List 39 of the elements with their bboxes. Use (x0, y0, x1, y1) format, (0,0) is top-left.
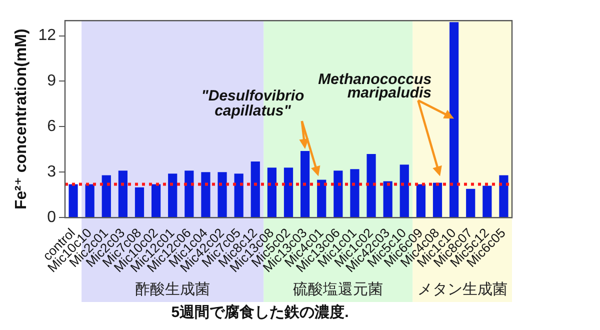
y-tick-label: 6 (47, 118, 56, 136)
y-tick-label: 9 (47, 72, 56, 90)
y-axis-title: Fe²⁺ concentration(mM) (13, 28, 30, 210)
bar (317, 180, 326, 218)
bar (168, 174, 178, 218)
bar (366, 154, 376, 218)
bar (85, 184, 94, 218)
bar (201, 172, 210, 218)
bar (300, 150, 310, 218)
band-label: 硫酸塩還元菌 (293, 281, 384, 298)
bar (134, 187, 144, 218)
bar (334, 170, 343, 218)
bar (250, 162, 260, 218)
y-tick-label: 12 (38, 27, 56, 44)
bar (432, 182, 442, 218)
y-tick-label: 3 (47, 164, 56, 181)
bar (184, 170, 194, 218)
bar (482, 186, 492, 218)
bar (102, 175, 111, 218)
annotation: Methanococcus maripaludis (318, 70, 432, 102)
bar (466, 188, 476, 218)
y-tick-label: 0 (47, 209, 56, 226)
bar (267, 168, 276, 218)
bar (152, 184, 161, 218)
bar (416, 184, 426, 218)
band-label: 酢酸生成菌 (135, 281, 210, 298)
bar (383, 181, 392, 218)
bar (450, 22, 459, 218)
bar (284, 168, 294, 218)
band-label: メタン生成菌 (417, 281, 508, 298)
bar (400, 164, 409, 218)
bar (350, 169, 360, 218)
bar (218, 172, 227, 218)
text: 5週間で腐食した鉄の濃度. (171, 303, 349, 322)
bar (118, 170, 128, 218)
annotation: "Desulfovibrio capillatus" (201, 88, 304, 120)
bar (499, 175, 508, 218)
bar (68, 184, 78, 218)
bar (234, 174, 244, 218)
